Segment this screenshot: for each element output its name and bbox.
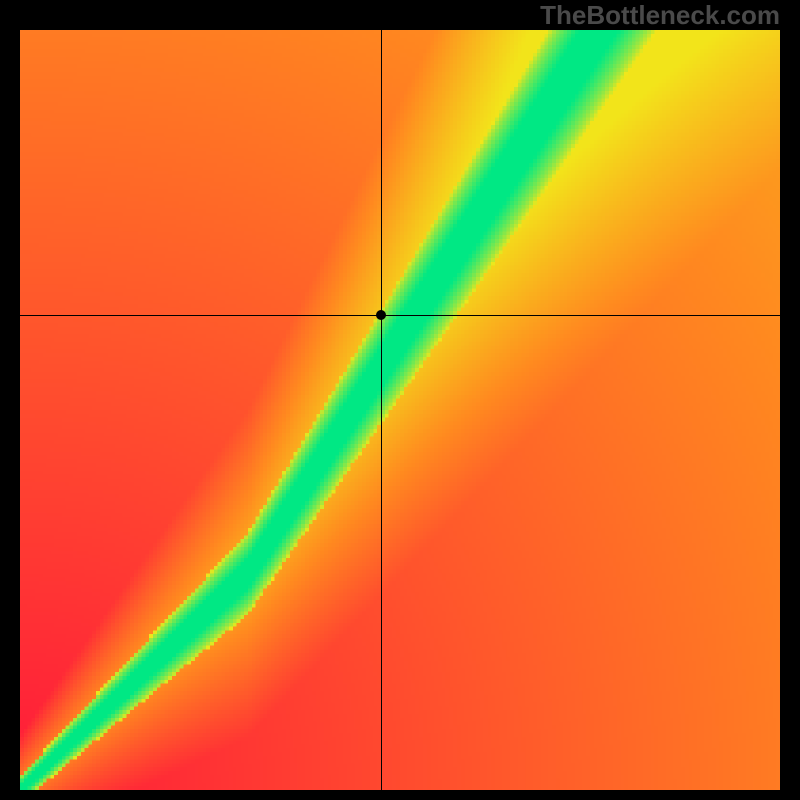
- watermark-text: TheBottleneck.com: [540, 0, 780, 31]
- crosshair-horizontal: [20, 315, 780, 316]
- chart-container: TheBottleneck.com: [0, 0, 800, 800]
- crosshair-marker: [376, 310, 386, 320]
- crosshair-vertical: [381, 30, 382, 790]
- heatmap-canvas: [20, 30, 780, 790]
